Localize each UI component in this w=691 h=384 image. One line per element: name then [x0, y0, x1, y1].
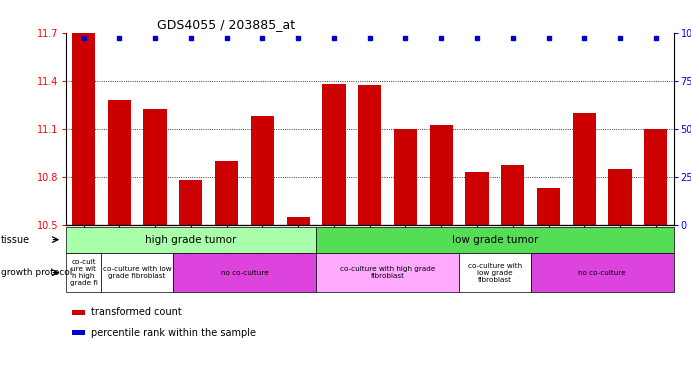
- Bar: [644, 129, 668, 225]
- Bar: [72, 33, 95, 225]
- Bar: [173, 253, 316, 292]
- Text: co-cult
ure wit
h high
grade fi: co-cult ure wit h high grade fi: [70, 259, 97, 286]
- Bar: [251, 116, 274, 225]
- Text: percentile rank within the sample: percentile rank within the sample: [91, 328, 256, 338]
- Text: co-culture with low
grade fibroblast: co-culture with low grade fibroblast: [103, 266, 171, 279]
- Text: tissue: tissue: [1, 235, 30, 245]
- Bar: [609, 169, 632, 225]
- Bar: [316, 253, 459, 292]
- Text: transformed count: transformed count: [91, 308, 182, 318]
- Bar: [465, 172, 489, 225]
- Text: co-culture with high grade
fibroblast: co-culture with high grade fibroblast: [340, 266, 435, 279]
- Text: no co-culture: no co-culture: [578, 270, 626, 276]
- Bar: [66, 253, 102, 292]
- Bar: [108, 100, 131, 225]
- Bar: [287, 217, 310, 225]
- Bar: [501, 166, 524, 225]
- Bar: [573, 113, 596, 225]
- Text: no co-culture: no co-culture: [220, 270, 268, 276]
- Bar: [102, 253, 173, 292]
- Bar: [537, 188, 560, 225]
- Bar: [531, 253, 674, 292]
- Bar: [215, 161, 238, 225]
- Text: co-culture with
low grade
fibroblast: co-culture with low grade fibroblast: [468, 263, 522, 283]
- Bar: [179, 180, 202, 225]
- Bar: [358, 86, 381, 225]
- Bar: [316, 227, 674, 253]
- Bar: [66, 227, 316, 253]
- Text: low grade tumor: low grade tumor: [452, 235, 538, 245]
- Bar: [144, 109, 167, 225]
- Bar: [72, 310, 85, 315]
- Bar: [322, 84, 346, 225]
- Bar: [459, 253, 531, 292]
- Text: GDS4055 / 203885_at: GDS4055 / 203885_at: [157, 18, 295, 31]
- Bar: [430, 126, 453, 225]
- Text: high grade tumor: high grade tumor: [145, 235, 236, 245]
- Text: growth protocol: growth protocol: [1, 268, 72, 277]
- Bar: [394, 129, 417, 225]
- Bar: [72, 330, 85, 336]
